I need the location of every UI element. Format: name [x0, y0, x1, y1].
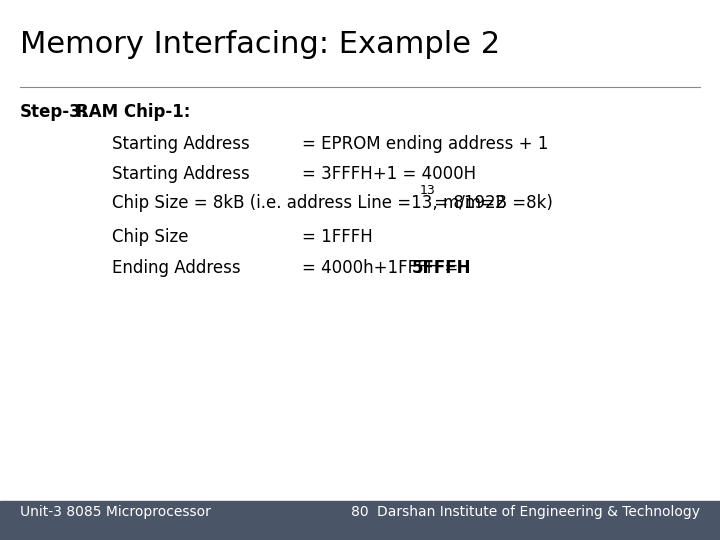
Text: Ending Address: Ending Address [112, 259, 240, 277]
Text: = 8192B =8k): = 8192B =8k) [429, 194, 553, 212]
Text: Step-3:: Step-3: [20, 103, 89, 120]
Bar [0, 501, 720, 540]
Text: = 4000h+1FFFH =: = 4000h+1FFFH = [302, 259, 464, 277]
Text: 80: 80 [351, 505, 369, 519]
Text: Darshan Institute of Engineering & Technology: Darshan Institute of Engineering & Techn… [377, 505, 700, 519]
Text: 5FFFH: 5FFFH [412, 259, 472, 277]
Text: Chip Size: Chip Size [112, 228, 188, 246]
Text: RAM Chip-1:: RAM Chip-1: [76, 103, 190, 120]
Text: 13: 13 [420, 184, 436, 197]
Text: Chip Size = 8kB (i.e. address Line =13, m/m=2: Chip Size = 8kB (i.e. address Line =13, … [112, 194, 505, 212]
Text: Unit-3 8085 Microprocessor: Unit-3 8085 Microprocessor [20, 505, 211, 519]
Text: Starting Address: Starting Address [112, 135, 249, 153]
Text: Starting Address: Starting Address [112, 165, 249, 183]
Text: = 1FFFH: = 1FFFH [302, 228, 373, 246]
Text: Memory Interfacing: Example 2: Memory Interfacing: Example 2 [20, 30, 500, 59]
Text: = 3FFFH+1 = 4000H: = 3FFFH+1 = 4000H [302, 165, 477, 183]
Text: = EPROM ending address + 1: = EPROM ending address + 1 [302, 135, 549, 153]
